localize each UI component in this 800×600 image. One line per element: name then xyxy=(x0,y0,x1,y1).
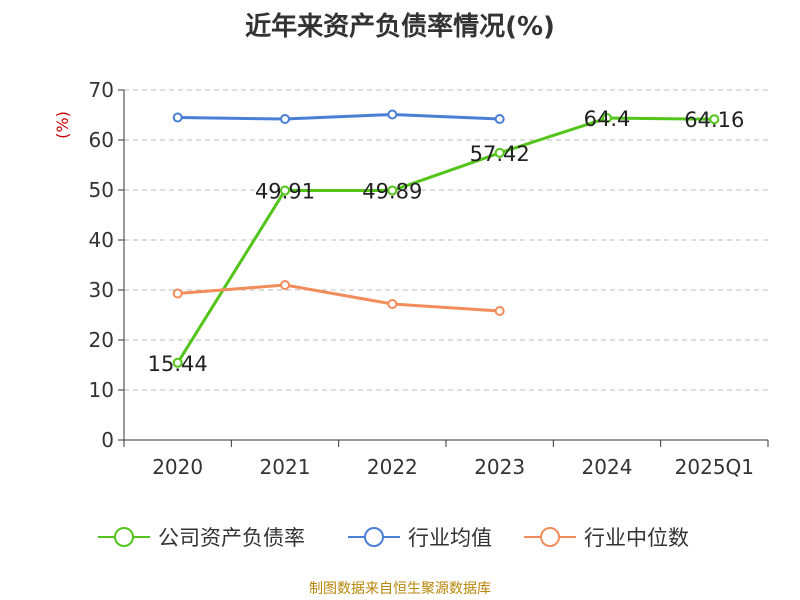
x-tick-label: 2024 xyxy=(582,455,633,479)
x-tick-label: 2021 xyxy=(260,455,311,479)
y-tick-label: 30 xyxy=(89,278,114,302)
data-point xyxy=(387,185,398,196)
y-tick-label: 20 xyxy=(89,328,114,352)
legend-label: 公司资产负债率 xyxy=(158,526,305,550)
legend-marker xyxy=(364,527,384,547)
legend-label: 行业均值 xyxy=(408,526,492,550)
source-note: 制图数据来自恒生聚源数据库 xyxy=(309,581,491,597)
y-tick-label: 10 xyxy=(89,378,114,402)
y-tick-label: 50 xyxy=(89,178,114,202)
x-tick-label: 2025Q1 xyxy=(675,455,754,479)
data-point xyxy=(172,357,183,368)
data-label: 49.89 xyxy=(362,180,422,204)
legend-marker xyxy=(114,527,134,547)
data-point xyxy=(387,109,398,120)
y-axis-label: (%) xyxy=(53,111,72,139)
legend-marker xyxy=(540,527,560,547)
data-label: 15.44 xyxy=(148,352,208,376)
data-label: 64.4 xyxy=(584,107,631,131)
data-label: 49.91 xyxy=(255,179,315,203)
chart-title: 近年来资产负债率情况(%) xyxy=(245,12,555,42)
data-point xyxy=(494,147,505,158)
data-point xyxy=(172,112,183,123)
y-tick-label: 70 xyxy=(89,78,114,102)
data-point xyxy=(280,114,290,124)
x-tick-label: 2023 xyxy=(474,455,525,479)
data-point xyxy=(709,114,720,125)
data-point xyxy=(494,306,505,316)
x-tick-label: 2022 xyxy=(367,455,418,479)
series-line-1 xyxy=(177,113,500,121)
data-point xyxy=(280,280,290,290)
series-line-2 xyxy=(177,283,500,313)
data-point xyxy=(387,299,398,309)
data-point xyxy=(280,185,290,196)
y-tick-label: 60 xyxy=(89,128,114,152)
series-line-0 xyxy=(176,116,715,364)
legend-label: 行业中位数 xyxy=(584,526,689,550)
data-label: 57.42 xyxy=(470,142,530,166)
x-tick-label: 2020 xyxy=(152,455,203,479)
data-point xyxy=(494,114,505,124)
y-tick-label: 40 xyxy=(89,228,114,252)
y-tick-label: 0 xyxy=(101,428,114,452)
data-point xyxy=(172,288,183,299)
data-label: 64.16 xyxy=(684,108,744,132)
data-point xyxy=(602,113,612,123)
